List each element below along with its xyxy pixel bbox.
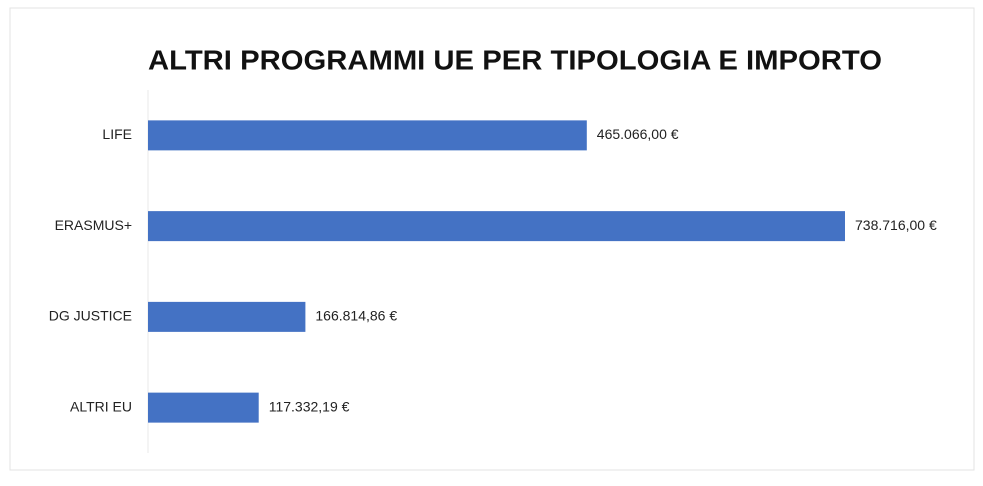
data-label: 465.066,00 € [597,126,679,142]
bar [148,392,259,423]
y-tick-label: DG JUSTICE [49,308,132,324]
chart-title: ALTRI PROGRAMMI UE PER TIPOLOGIA E IMPOR… [148,44,882,75]
bar [148,211,845,242]
y-tick-label: ERASMUS+ [55,217,132,233]
data-label: 117.332,19 € [269,398,350,414]
data-label: 738.716,00 € [855,217,937,233]
bar [148,301,306,332]
y-tick-label: LIFE [102,126,132,142]
y-tick-label: ALTRI EU [70,398,132,414]
data-label: 166.814,86 € [315,308,397,324]
bar [148,120,587,151]
